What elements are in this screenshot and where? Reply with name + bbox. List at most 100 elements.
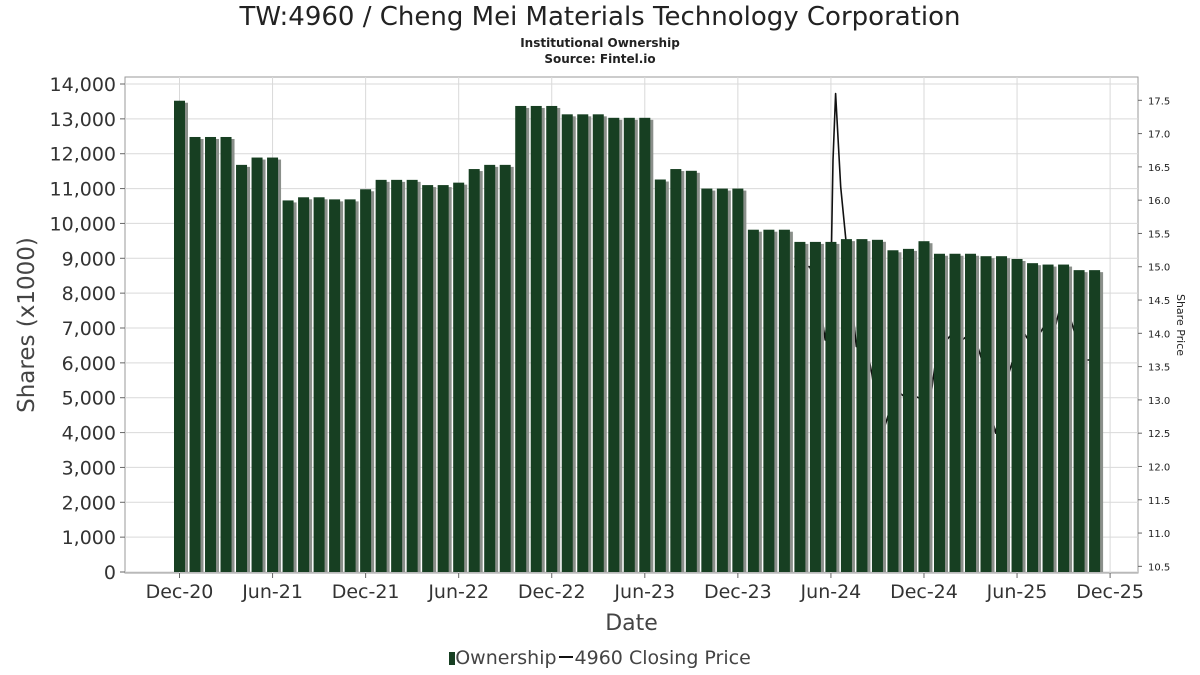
legend: Ownership 4960 Closing Price xyxy=(0,647,1200,669)
x-tick-label: Dec-23 xyxy=(704,581,772,603)
y2-tick-label: 14.0 xyxy=(1148,329,1170,340)
ownership-bar xyxy=(887,250,899,573)
y-tick-label: 6,000 xyxy=(62,353,116,375)
x-tick-label: Dec-25 xyxy=(1076,581,1144,603)
ownership-bar xyxy=(1011,258,1023,572)
y2-tick-label: 11.5 xyxy=(1148,496,1170,507)
ownership-bar xyxy=(639,117,651,572)
x-tick-label: Dec-21 xyxy=(332,581,400,603)
ownership-bar xyxy=(685,170,697,572)
ownership-bar xyxy=(732,188,744,573)
y2-tick-label: 12.5 xyxy=(1148,429,1170,440)
y2-tick-label: 17.5 xyxy=(1148,96,1170,107)
legend-ownership-label: Ownership xyxy=(455,647,557,669)
x-axis-title: Date xyxy=(605,611,658,636)
ownership-bar xyxy=(344,199,356,572)
ownership-bar xyxy=(298,197,310,573)
ownership-bar xyxy=(329,199,341,572)
ownership-bar xyxy=(205,136,217,573)
ownership-bar xyxy=(980,256,992,572)
ownership-bar xyxy=(515,105,527,573)
ownership-bar xyxy=(282,200,294,572)
ownership-bar xyxy=(856,239,868,572)
ownership-bar xyxy=(220,136,232,573)
y2-tick-label: 11.0 xyxy=(1148,529,1170,540)
ownership-bar xyxy=(840,239,852,572)
ownership-bar xyxy=(809,241,821,572)
y-tick-label: 8,000 xyxy=(62,283,116,305)
x-tick-label: Dec-24 xyxy=(890,581,958,603)
ownership-bar xyxy=(592,114,604,572)
y-tick-label: 2,000 xyxy=(62,492,116,514)
y-tick-label: 13,000 xyxy=(50,109,116,131)
chart-subtitle: Institutional Ownership xyxy=(520,36,680,50)
ownership-bar xyxy=(623,117,635,572)
y-tick-label: 11,000 xyxy=(50,179,116,201)
y-tick-label: 7,000 xyxy=(62,318,116,340)
ownership-bar xyxy=(825,241,837,572)
ownership-bar xyxy=(577,114,589,572)
ownership-bar xyxy=(949,253,961,573)
ownership-bar xyxy=(794,241,806,572)
x-tick-label: Jun-22 xyxy=(427,581,489,603)
x-tick-label: Jun-25 xyxy=(986,581,1048,603)
ownership-bar xyxy=(871,239,883,572)
ownership-bar xyxy=(360,189,372,573)
chart-title: TW:4960 / Cheng Mei Materials Technology… xyxy=(239,2,961,32)
ownership-bar xyxy=(902,248,914,573)
ownership-bar xyxy=(313,197,325,573)
ownership-bar xyxy=(654,179,666,572)
y-tick-label: 4,000 xyxy=(62,423,116,445)
y2-tick-label: 16.5 xyxy=(1148,163,1170,174)
y2-tick-label: 13.0 xyxy=(1148,396,1170,407)
ownership-bar xyxy=(1058,264,1070,572)
ownership-bar xyxy=(933,253,945,573)
y-tick-label: 0 xyxy=(104,562,116,584)
ownership-bar xyxy=(267,157,279,572)
ownership-bar xyxy=(546,105,558,573)
ownership-bar xyxy=(918,241,930,572)
y-tick-label: 10,000 xyxy=(50,213,116,235)
y-tick-label: 1,000 xyxy=(62,527,116,549)
ownership-bar xyxy=(778,229,790,572)
ownership-bar xyxy=(747,229,759,572)
x-tick-label: Jun-23 xyxy=(613,581,675,603)
ownership-bar xyxy=(375,179,387,572)
y-tick-label: 12,000 xyxy=(50,144,116,166)
ownership-bar xyxy=(406,179,418,572)
ownership-bar xyxy=(561,114,573,572)
ownership-bar xyxy=(965,253,977,573)
x-tick-label: Dec-22 xyxy=(518,581,586,603)
ownership-bar xyxy=(670,169,682,572)
y-tick-label: 14,000 xyxy=(50,74,116,96)
y2-axis-title: Share Price xyxy=(1174,294,1187,356)
y2-tick-label: 16.0 xyxy=(1148,196,1170,207)
ownership-bar xyxy=(530,105,542,573)
legend-price-label: 4960 Closing Price xyxy=(574,647,751,669)
ownership-bar xyxy=(1042,264,1054,572)
y-tick-label: 3,000 xyxy=(62,457,116,479)
x-tick-label: Jun-24 xyxy=(800,581,862,603)
x-tick-label: Dec-20 xyxy=(146,581,214,603)
ownership-bar xyxy=(174,100,185,572)
ownership-bar xyxy=(1089,270,1101,572)
y-axis-title: Shares (x1000) xyxy=(14,237,40,413)
legend-ownership-swatch xyxy=(449,652,456,665)
ownership-bar xyxy=(468,169,480,572)
ownership-bar xyxy=(437,185,449,573)
ownership-bar xyxy=(422,185,434,573)
y2-tick-label: 15.5 xyxy=(1148,229,1170,240)
y2-tick-label: 17.0 xyxy=(1148,130,1170,141)
y2-tick-label: 13.5 xyxy=(1148,363,1170,374)
ownership-bar xyxy=(763,229,775,572)
y2-tick-label: 12.0 xyxy=(1148,462,1170,473)
ownership-bar xyxy=(391,179,403,572)
ownership-bar xyxy=(484,164,496,572)
ownership-bar xyxy=(1073,270,1085,572)
x-tick-label: Jun-21 xyxy=(241,581,303,603)
y-tick-label: 5,000 xyxy=(62,388,116,410)
ownership-bar xyxy=(716,188,728,573)
ownership-bar xyxy=(236,164,248,572)
chart-source: Source: Fintel.io xyxy=(544,52,656,66)
